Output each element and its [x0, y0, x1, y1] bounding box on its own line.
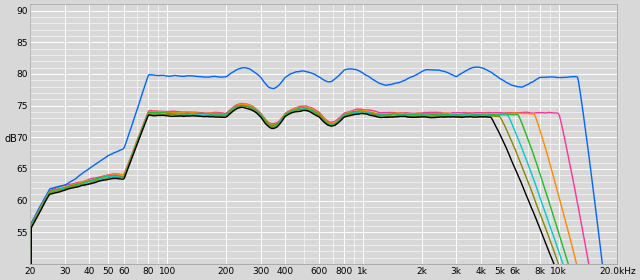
Y-axis label: dB: dB: [4, 134, 17, 144]
